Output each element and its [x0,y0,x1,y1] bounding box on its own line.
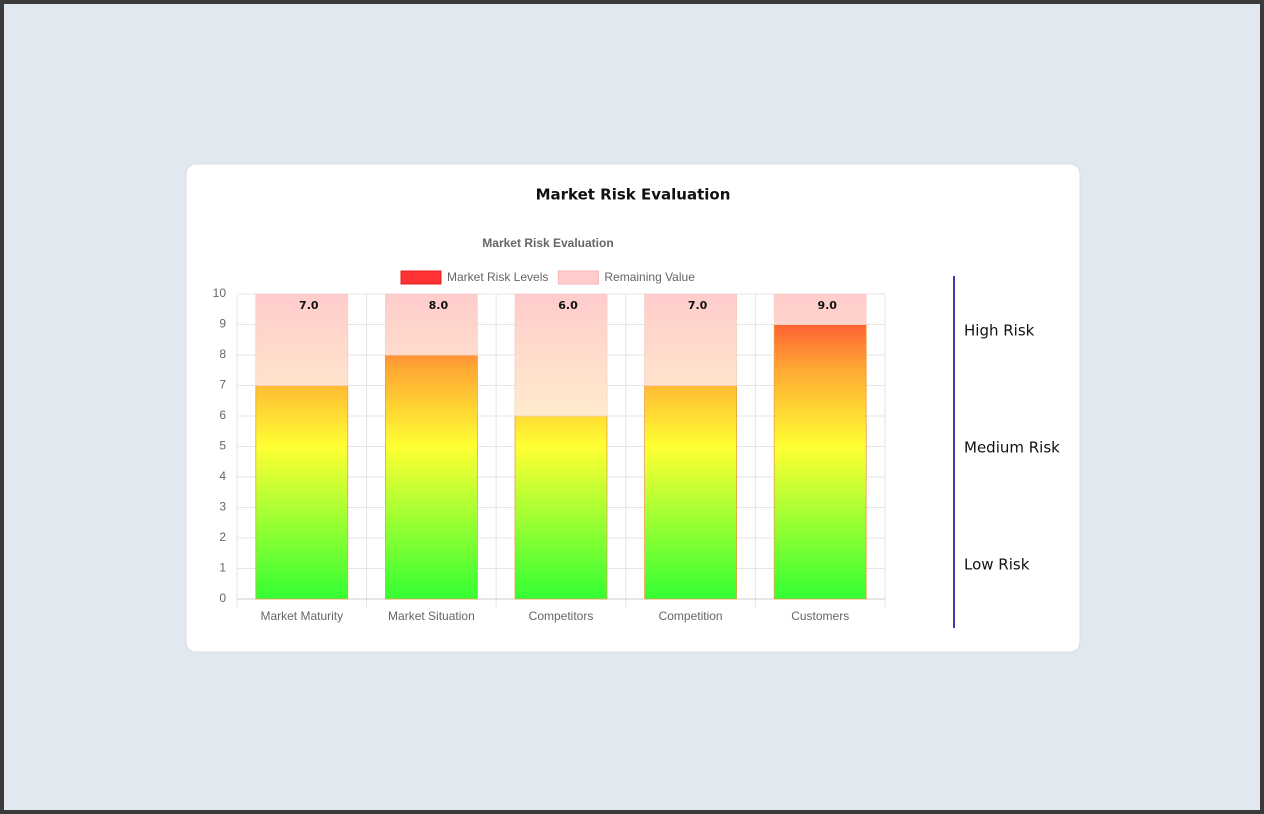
bar-segment [255,385,349,600]
legend-label: Market Risk Levels [447,270,548,284]
bar-segment [384,293,478,356]
y-tick-label: 1 [219,561,226,575]
y-tick-label: 9 [219,317,226,331]
y-tick-label: 10 [213,286,227,300]
risk-level-label: Medium Risk [964,439,1060,457]
bar-segment [773,293,867,325]
legend-label: Remaining Value [604,270,695,284]
value-label: 7.0 [299,299,319,312]
y-tick-label: 5 [219,439,226,453]
bar-segment [644,293,737,386]
legend-swatch [400,270,442,285]
bar-segment [514,415,608,600]
y-tick-label: 8 [219,347,226,361]
x-tick-label: Market Situation [388,609,475,623]
value-label: 8.0 [429,299,449,312]
y-tick-label: 7 [219,378,226,392]
y-tick-label: 3 [219,500,226,514]
y-tick-label: 0 [219,591,226,605]
y-tick-label: 4 [219,469,226,483]
page-title: Market Risk Evaluation [536,186,731,204]
value-label: 7.0 [688,299,708,312]
bar-segment [255,293,349,386]
risk-level-label: High Risk [964,322,1035,340]
bar-segment [384,354,478,600]
y-tick-label: 6 [219,408,226,422]
x-tick-label: Competition [659,609,723,623]
value-label: 9.0 [817,299,837,312]
chart-title: Market Risk Evaluation [482,236,613,250]
x-tick-label: Competitors [529,609,594,623]
legend-swatch [557,270,599,285]
bar-segment [514,293,608,417]
bar-segment [773,324,867,600]
bar-segment [644,385,737,600]
y-tick-label: 2 [219,530,226,544]
x-tick-label: Customers [791,609,849,623]
x-tick-label: Market Maturity [260,609,343,623]
risk-level-label: Low Risk [964,556,1030,574]
value-label: 6.0 [558,299,578,312]
